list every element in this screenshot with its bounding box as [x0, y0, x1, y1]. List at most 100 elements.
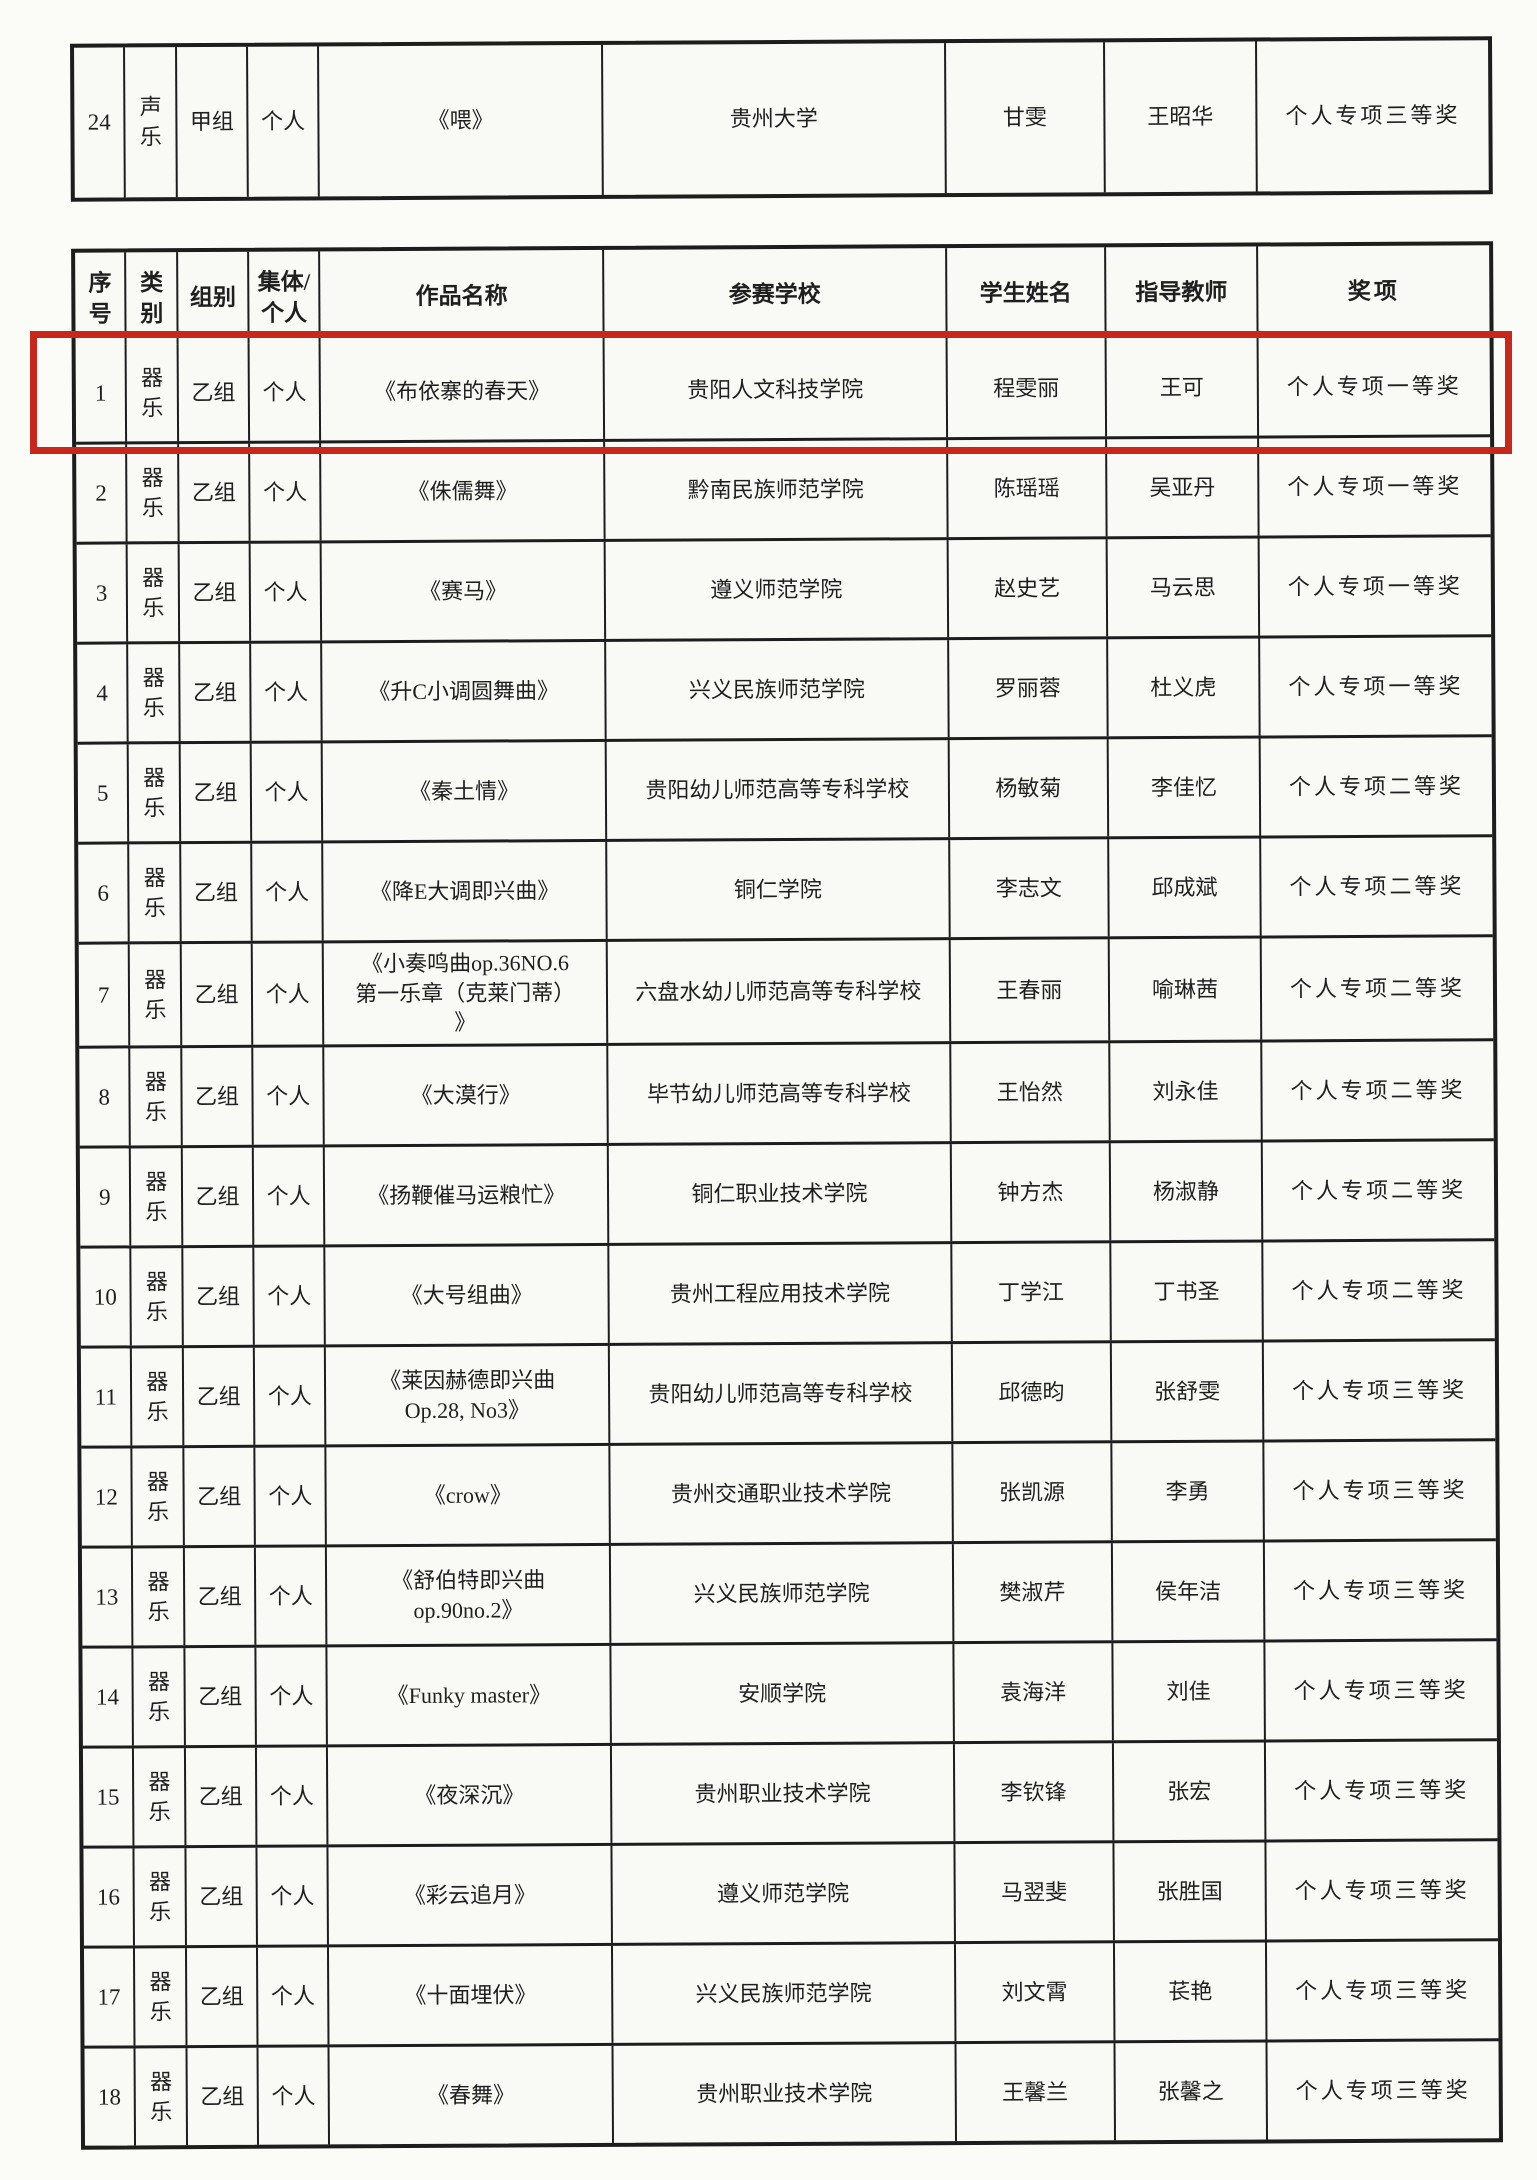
cell-category: 器乐 — [133, 2048, 187, 2146]
cell-type: 个人 — [255, 1947, 328, 2045]
table-header-row: 序号 类别 组别 集体/个人 作品名称 参赛学校 学生姓名 指导教师 奖项 — [75, 245, 1490, 345]
scan-content: 24 声乐 甲组 个人 《喂》 贵州大学 甘雯 王昭华 个人专项三等奖 序号 类… — [70, 36, 1504, 2150]
cell-school: 兴义民族师范学院 — [608, 1544, 953, 1643]
table-row: 4 器乐 乙组 个人 《升C小调圆舞曲》 兴义民族师范学院 罗丽蓉 杜义虎 个人专项一等奖 — [77, 634, 1492, 742]
cell-work: 《布依寨的春天》 — [319, 341, 604, 441]
cell-group: 乙组 — [181, 1147, 253, 1246]
cell-no: 24 — [87, 109, 111, 136]
cell-student: 赵史艺 — [946, 539, 1107, 638]
cell-school: 贵州交通职业技术学院 — [608, 1444, 952, 1543]
cell-no: 13 — [95, 1584, 119, 1610]
cell-category: 器乐 — [132, 1848, 186, 1946]
cell-work: 《秦土情》 — [321, 741, 606, 841]
cell-work: 《赛马》 — [320, 541, 605, 641]
cell-category: 器乐 — [127, 744, 180, 842]
cell-type: 个人 — [250, 843, 323, 941]
table-row: 8 器乐 乙组 个人 《大漠行》 毕节幼儿师范高等专科学校 王怡然 刘永佳 个人专项二等奖 — [79, 1038, 1494, 1146]
table-row: 5 器乐 乙组 个人 《秦土情》 贵阳幼儿师范高等专科学校 杨敏菊 李佳忆 个人专项二等奖 — [77, 734, 1493, 842]
cell-category: 器乐 — [127, 844, 180, 942]
cell-teacher: 张宏 — [1111, 1742, 1265, 1841]
cell-category: 器乐 — [125, 444, 178, 542]
cell-student: 李钦锋 — [952, 1743, 1113, 1842]
cell-group: 乙组 — [183, 1547, 255, 1646]
cell-type: 个人 — [251, 1147, 324, 1245]
cell-student: 樊淑芹 — [951, 1543, 1112, 1642]
header-group: 组别 — [176, 251, 248, 345]
cell-teacher: 侯年洁 — [1110, 1542, 1264, 1641]
cell-teacher: 刘永佳 — [1108, 1042, 1261, 1141]
header-work: 作品名称 — [318, 249, 603, 344]
table-row: 3 器乐 乙组 个人 《赛马》 遵义师范学院 赵史艺 马云思 个人专项一等奖 — [76, 534, 1492, 642]
cell-type: 个人 — [254, 1647, 327, 1745]
cell-group: 乙组 — [179, 843, 251, 942]
cell-group: 乙组 — [178, 743, 251, 842]
cell-type: 个人 — [248, 443, 321, 541]
cell-student: 王怡然 — [949, 1043, 1109, 1142]
cell-work: 《十面埋伏》 — [327, 1945, 612, 2045]
cell-school: 六盘水幼儿师范高等专科学校 — [605, 940, 950, 1043]
cell-no: 6 — [97, 880, 110, 906]
cell-group: 乙组 — [180, 1047, 252, 1146]
cell-type: 个人 — [247, 343, 320, 441]
cell-category: 器乐 — [130, 1348, 183, 1446]
cell-school: 兴义民族师范学院 — [604, 640, 948, 739]
table-row: 6 器乐 乙组 个人 《降E大调即兴曲》 铜仁学院 李志文 邱成斌 个人专项二等奖 — [78, 834, 1493, 942]
cell-school: 贵阳幼儿师范高等专科学校 — [607, 1344, 952, 1443]
cell-type: 个人 — [249, 743, 322, 841]
cell-group: 乙组 — [184, 1747, 256, 1846]
cell-work: 《莱因赫德即兴曲 Op.28, No3》 — [324, 1345, 609, 1445]
cell-teacher: 王昭华 — [1102, 41, 1256, 193]
cell-award: 个人专项三等奖 — [1263, 1741, 1498, 1840]
cell-no: 4 — [96, 680, 108, 706]
cell-group: 乙组 — [182, 1447, 254, 1546]
cell-teacher: 张馨之 — [1113, 2042, 1267, 2141]
cell-work: 《Funky master》 — [325, 1645, 610, 1745]
cell-award: 个人专项一等奖 — [1258, 637, 1492, 736]
cell-student: 钟方杰 — [949, 1143, 1110, 1242]
cell-work: 《春舞》 — [327, 2045, 612, 2145]
cell-no: 7 — [97, 982, 110, 1008]
cell-award: 个人专项一等奖 — [1257, 537, 1492, 636]
cell-work: 《舒伯特即兴曲 op.90no.2》 — [325, 1545, 610, 1645]
header-school: 参赛学校 — [602, 248, 946, 342]
cell-category: 器乐 — [126, 544, 179, 642]
cell-school: 贵州工程应用技术学院 — [607, 1244, 951, 1343]
cell-work: 《侏儒舞》 — [319, 441, 604, 541]
cell-award: 个人专项二等奖 — [1261, 1241, 1495, 1340]
cell-category: 器乐 — [129, 1148, 182, 1246]
cell-teacher: 李佳忆 — [1106, 738, 1260, 837]
cell-category: 器乐 — [128, 944, 181, 1046]
cell-group: 甲组 — [175, 46, 247, 198]
cell-type: 个人 — [249, 643, 322, 741]
cell-teacher: 马云思 — [1105, 538, 1259, 637]
cell-work: 《夜深沉》 — [326, 1745, 611, 1845]
cell-group: 乙组 — [181, 1247, 253, 1346]
cell-teacher: 吴亚丹 — [1105, 438, 1258, 537]
table-row: 12 器乐 乙组 个人 《crow》 贵州交通职业技术学院 张凯源 李勇 个人专项三等奖 — [81, 1438, 1496, 1546]
cell-group: 乙组 — [185, 1947, 257, 2046]
cell-student: 邱德昀 — [950, 1343, 1111, 1442]
table-gap — [71, 194, 1493, 248]
cell-work: 《小奏鸣曲op.36NO.6 第一乐章（克莱门蒂） 》 — [322, 941, 607, 1045]
cell-type: 个人 — [245, 46, 319, 197]
header-type: 集体/个人 — [247, 251, 320, 344]
cell-no: 17 — [97, 1984, 121, 2010]
cell-no: 10 — [93, 1284, 117, 1310]
header-student: 学生姓名 — [944, 247, 1105, 341]
cell-student: 李志文 — [948, 839, 1108, 938]
cell-type: 个人 — [252, 1347, 325, 1445]
cell-category: 器乐 — [133, 1948, 186, 2046]
table-row: 7 器乐 乙组 个人 《小奏鸣曲op.36NO.6 第一乐章（克莱门蒂） 》六盘水幼儿师… — [78, 934, 1494, 1046]
header-category: 类别 — [124, 252, 177, 345]
cell-group: 乙组 — [176, 343, 249, 442]
cell-school: 贵州大学 — [600, 43, 945, 195]
table-row: 24 声乐 甲组 个人 《喂》 贵州大学 甘雯 王昭华 个人专项三等奖 — [74, 40, 1489, 198]
table-row: 17 器乐 乙组 个人 《十面埋伏》 兴义民族师范学院 刘文霄 苌艳 个人专项三等奖 — [83, 1938, 1499, 2046]
cell-school: 贵州职业技术学院 — [609, 1744, 954, 1843]
cell-teacher: 杨淑静 — [1108, 1142, 1262, 1241]
cell-work: 《crow》 — [324, 1445, 609, 1545]
cell-group: 乙组 — [182, 1347, 254, 1446]
cell-school: 贵州职业技术学院 — [611, 2044, 955, 2143]
cell-no: 3 — [95, 580, 108, 606]
table-row: 11 器乐 乙组 个人 《莱因赫德即兴曲 Op.28, No3》 贵阳幼儿师范高等专科学校… — [80, 1338, 1496, 1446]
